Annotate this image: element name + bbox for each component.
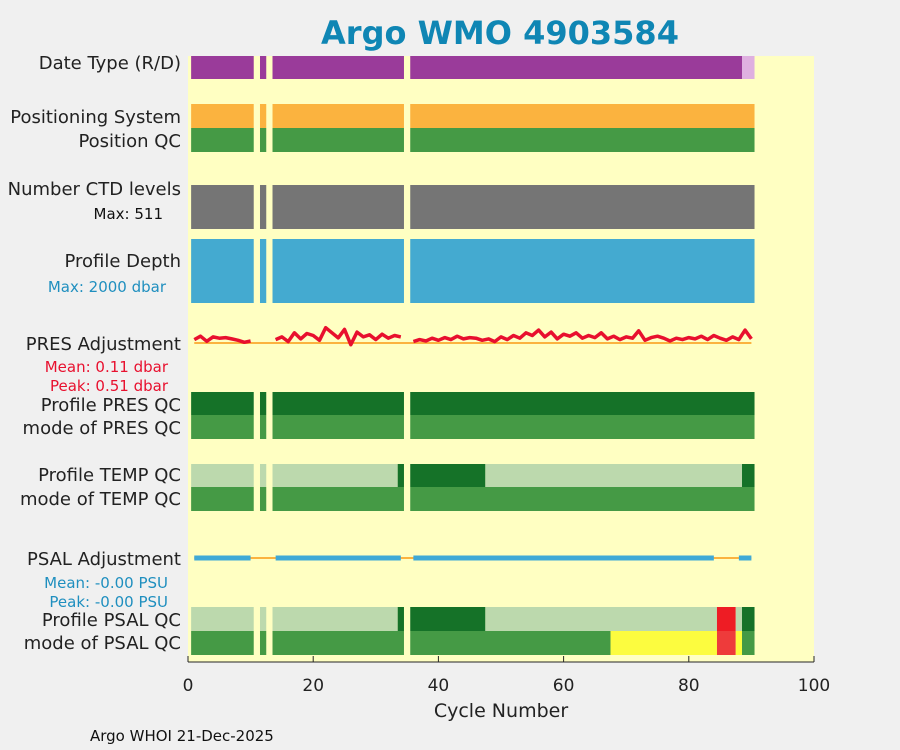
missing-cycle-gap <box>253 104 260 152</box>
row-labels: Date Type (R/D) Positioning System Positio… <box>8 53 181 654</box>
row-label: mode of PSAL QC <box>24 633 181 654</box>
missing-cycle-gap <box>403 104 411 152</box>
x-tick-label: 0 <box>183 676 194 696</box>
missing-cycle-gap <box>266 104 273 152</box>
x-tick-label: 80 <box>678 676 700 696</box>
row-sublabel: Max: 511 <box>94 205 163 223</box>
bar-segment <box>716 631 736 655</box>
missing-cycle-gap <box>266 185 273 303</box>
x-tick-label: 100 <box>798 676 830 696</box>
bar-segment <box>191 487 755 511</box>
row-label: Profile PRES QC <box>41 395 181 416</box>
x-tick-label: 60 <box>553 676 575 696</box>
pres-adjustment-series <box>193 334 251 345</box>
bar-segment <box>191 185 755 229</box>
row-bars <box>191 56 755 655</box>
bar-segment <box>742 631 755 655</box>
bar-segment <box>191 392 755 415</box>
row-label: PRES Adjustment <box>26 334 181 355</box>
bar-segment <box>742 56 755 79</box>
missing-cycle-gap <box>253 464 260 511</box>
missing-cycle-gap <box>253 392 260 439</box>
bar-segment <box>191 415 755 439</box>
missing-cycle-gaps <box>253 56 411 655</box>
missing-cycle-gap <box>266 607 273 655</box>
bar-segment <box>735 607 743 631</box>
row-label: mode of PRES QC <box>23 418 181 439</box>
row-sublabel: Mean: 0.11 dbar <box>45 358 169 376</box>
missing-cycle-gap <box>403 56 411 79</box>
bar-segment <box>610 631 717 655</box>
missing-cycle-gap <box>266 56 273 79</box>
bar-segment <box>742 464 755 487</box>
x-axis-label: Cycle Number <box>434 700 568 722</box>
missing-cycle-gap <box>403 464 411 511</box>
bar-segment <box>191 607 398 631</box>
pres-adjustment-series <box>274 325 402 347</box>
row-label: Number CTD levels <box>8 179 181 200</box>
row-label: mode of TEMP QC <box>20 489 181 510</box>
row-label: Date Type (R/D) <box>39 53 181 74</box>
row-sublabel: Peak: -0.00 PSU <box>49 593 168 611</box>
missing-cycle-gap <box>253 185 260 303</box>
row-sublabel: Mean: -0.00 PSU <box>44 574 168 592</box>
row-sublabel: Max: 2000 dbar <box>48 278 167 296</box>
row-sublabel: Peak: 0.51 dbar <box>50 377 169 395</box>
chart-title: Argo WMO 4903584 <box>321 14 679 52</box>
footer-note: Argo WHOI 21-Dec-2025 <box>90 727 274 745</box>
row-label: Position QC <box>78 131 181 152</box>
row-label: Profile Depth <box>64 251 181 272</box>
bar-segment <box>191 239 755 303</box>
row-label: Profile PSAL QC <box>42 610 181 631</box>
bar-segment <box>485 607 717 631</box>
bar-segment <box>397 607 486 631</box>
adjustment-lines <box>193 325 753 561</box>
row-label: PSAL Adjustment <box>27 549 181 570</box>
bar-segment <box>191 128 755 152</box>
bar-segment <box>716 607 736 631</box>
x-tick-label: 20 <box>302 676 324 696</box>
bar-segment <box>735 631 743 655</box>
row-label: Profile TEMP QC <box>38 465 181 486</box>
bar-segment <box>485 464 743 487</box>
plot-area <box>188 56 814 662</box>
missing-cycle-gap <box>253 607 260 655</box>
bar-segment <box>742 607 755 631</box>
missing-cycle-gap <box>266 464 273 511</box>
bar-segment <box>191 104 755 128</box>
missing-cycle-gap <box>403 185 411 303</box>
missing-cycle-gap <box>403 392 411 439</box>
missing-cycle-gap <box>253 56 260 79</box>
bar-segment <box>397 464 486 487</box>
bar-segment <box>191 464 398 487</box>
bar-segment <box>191 56 743 79</box>
row-label: Positioning System <box>10 107 181 128</box>
pres-adjustment-series <box>412 328 753 344</box>
missing-cycle-gap <box>266 392 273 439</box>
missing-cycle-gap <box>403 607 411 655</box>
x-axis: 0 20 40 60 80 100 <box>183 656 830 696</box>
bar-segment <box>191 631 611 655</box>
x-tick-label: 40 <box>428 676 450 696</box>
